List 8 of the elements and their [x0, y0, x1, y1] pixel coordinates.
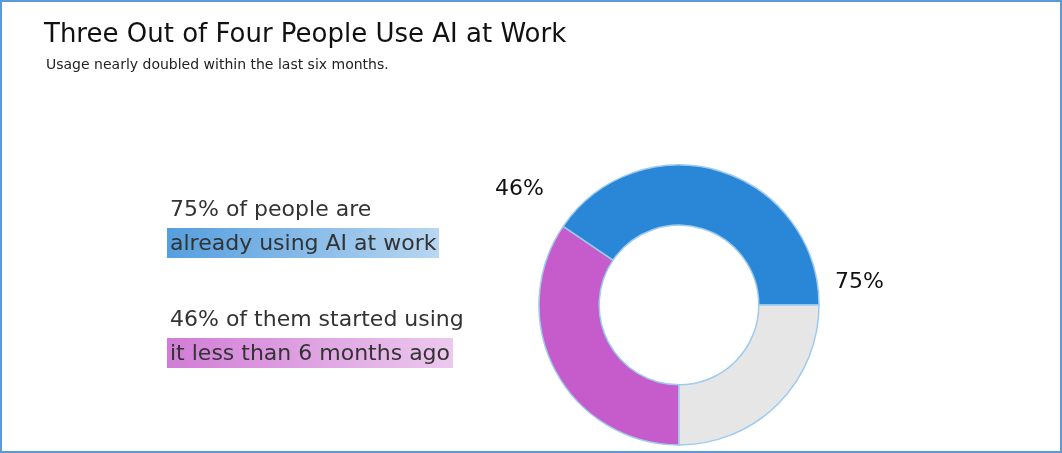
text: 75%: [835, 268, 884, 293]
text: already using AI at work: [167, 228, 440, 258]
text: 75% of people are: [169, 195, 373, 223]
text: Usage nearly doubled within the last six months.: [46, 56, 389, 72]
text: 46%: [495, 175, 544, 200]
text: it less than 6 months ago: [167, 338, 454, 368]
text: Three Out of Four People Use AI at Work: [43, 18, 567, 49]
text: 46% of them started using: [169, 305, 465, 333]
